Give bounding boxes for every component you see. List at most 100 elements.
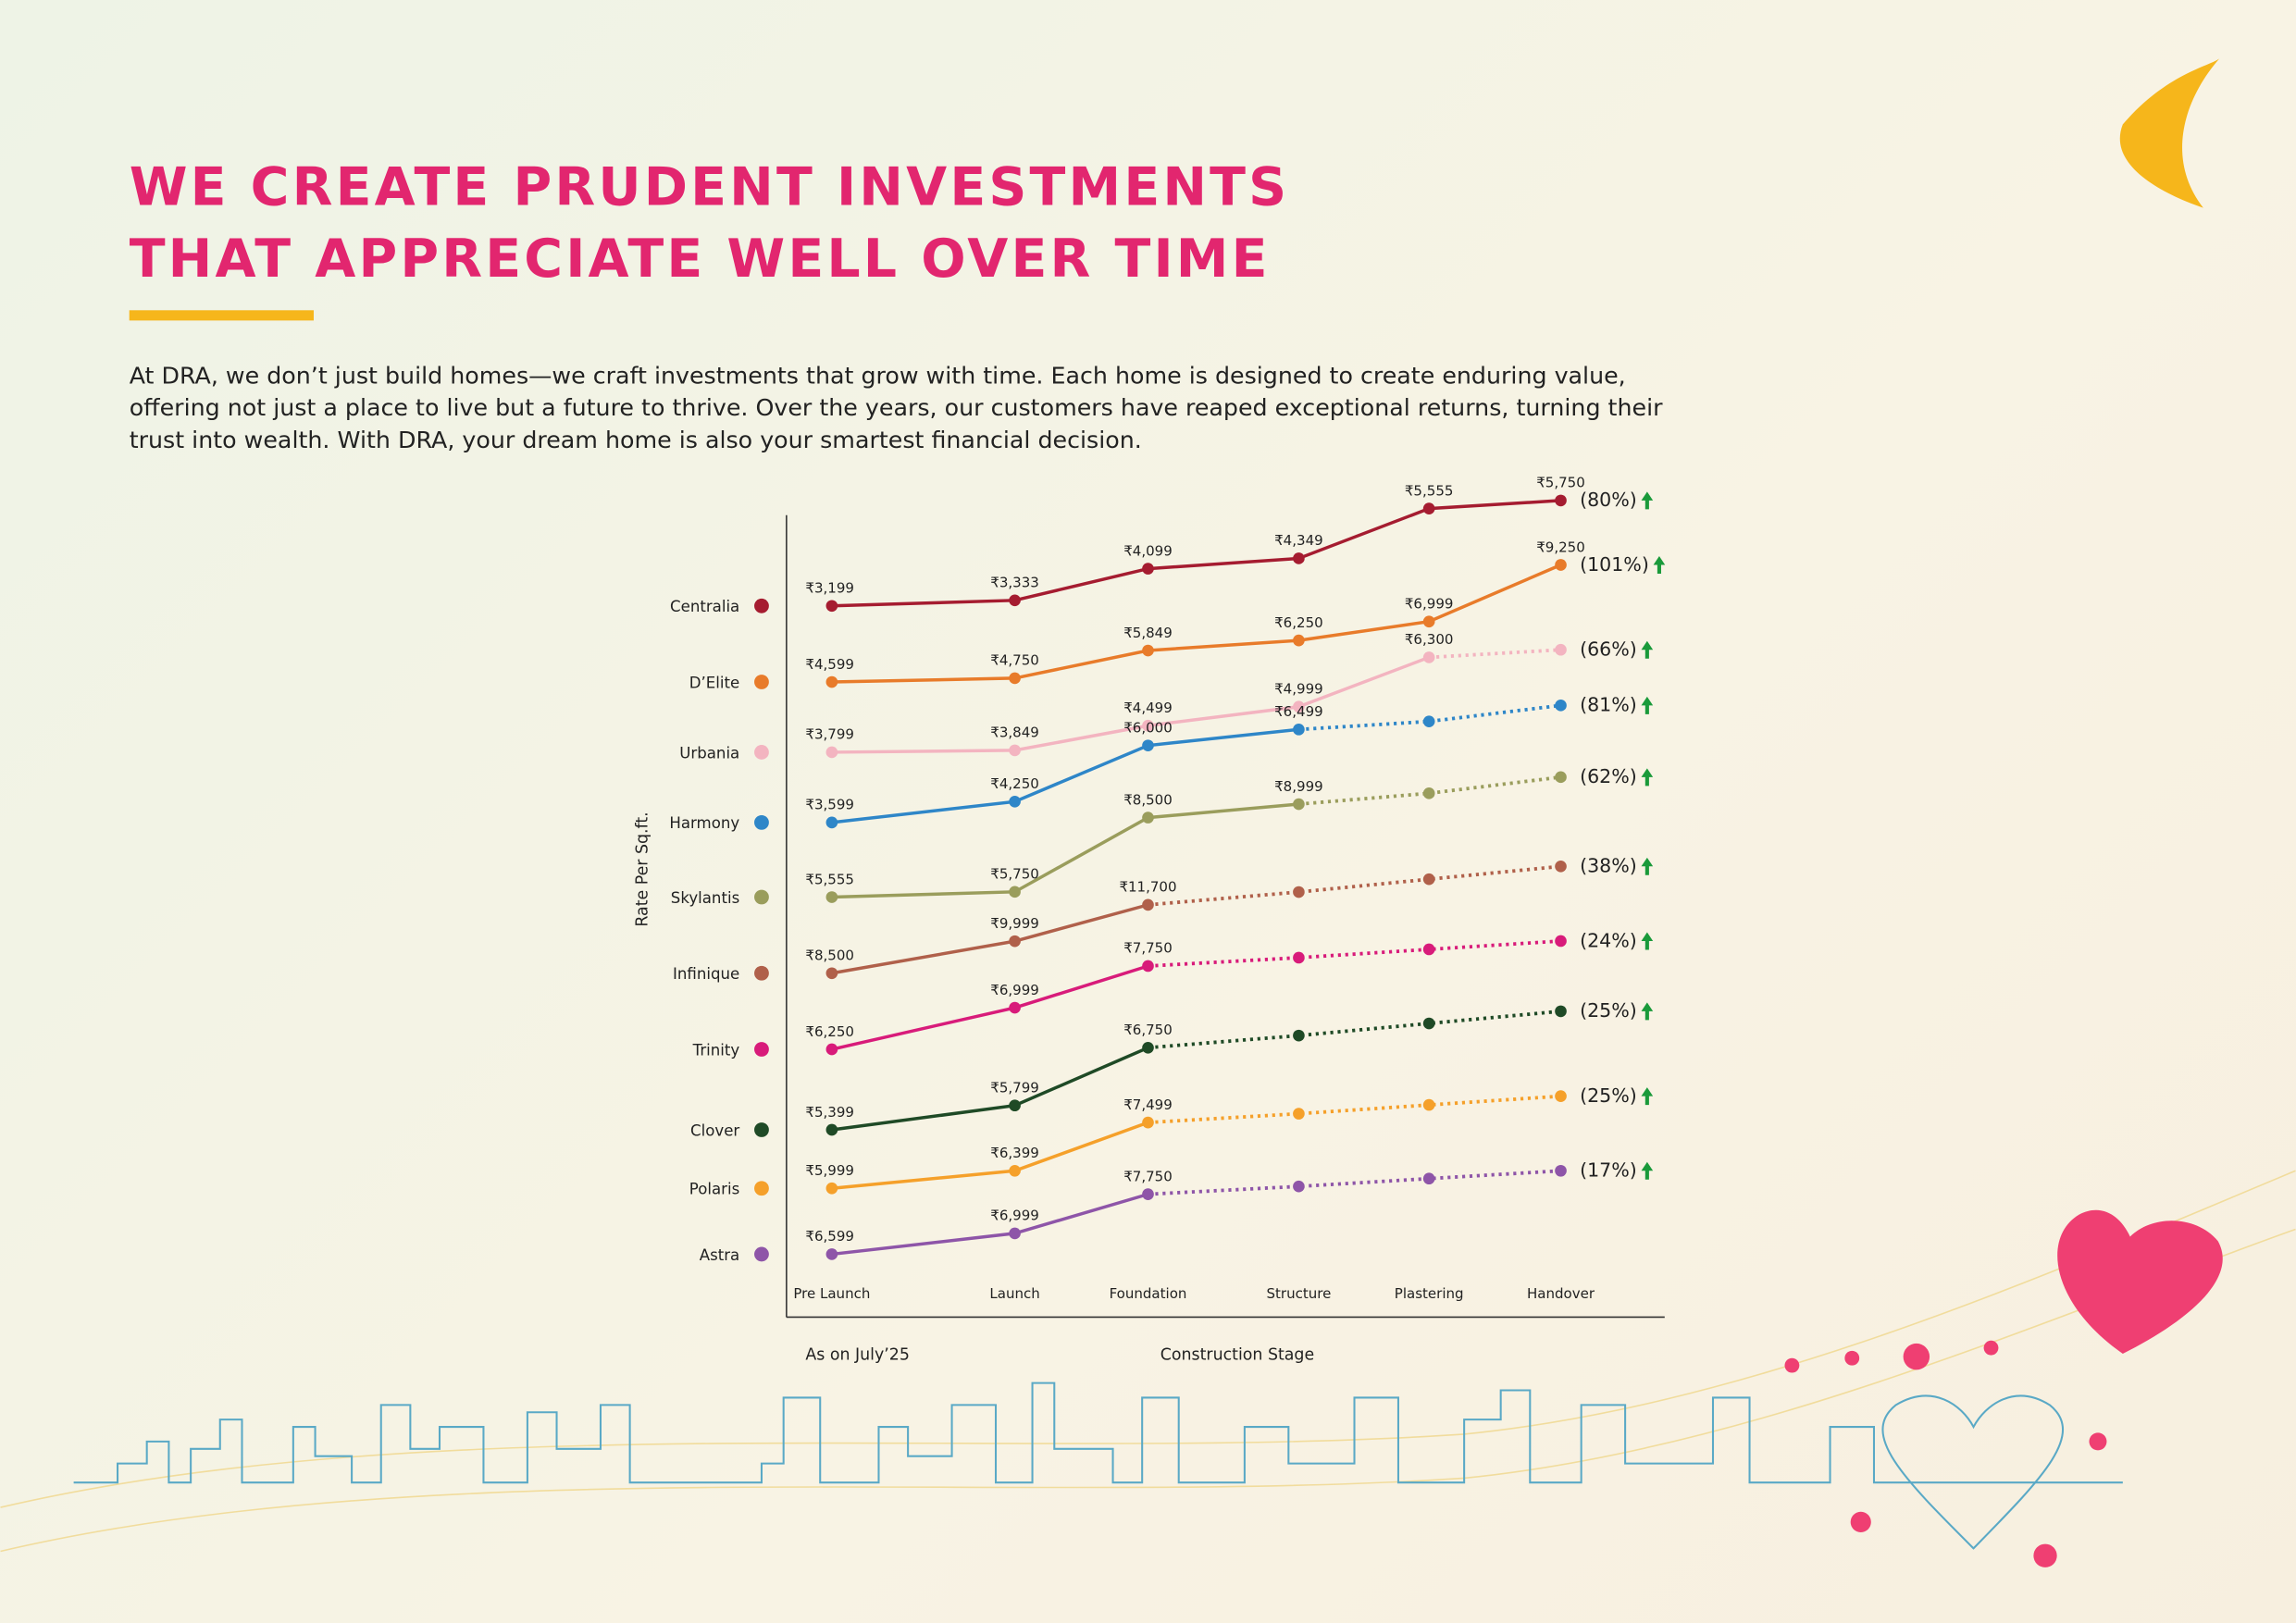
value-label: ₹4,250 bbox=[990, 775, 1039, 792]
value-label: ₹6,599 bbox=[805, 1228, 854, 1245]
point bbox=[1142, 898, 1154, 911]
point bbox=[1555, 494, 1567, 507]
point bbox=[1422, 502, 1435, 514]
value-label: ₹5,849 bbox=[1123, 625, 1173, 641]
title: THAT APPRECIATE WELL OVER TIME bbox=[130, 229, 1271, 290]
point bbox=[1009, 795, 1021, 808]
point bbox=[1293, 552, 1305, 564]
value-label: ₹9,250 bbox=[1536, 539, 1585, 555]
value-label: ₹6,250 bbox=[1274, 614, 1323, 631]
point bbox=[1555, 559, 1567, 571]
projected-line bbox=[1148, 864, 1561, 907]
legend-swatch bbox=[754, 965, 769, 981]
value-label: ₹6,300 bbox=[1405, 631, 1454, 648]
legend-label: Clover bbox=[690, 1121, 739, 1139]
intro: trust into wealth. With DRA, your dream … bbox=[130, 427, 1142, 453]
heart bbox=[1784, 1357, 1800, 1373]
point bbox=[1422, 873, 1435, 886]
point bbox=[1422, 1098, 1435, 1111]
legend-label: Infinique bbox=[673, 965, 739, 983]
title: WE CREATE PRUDENT INVESTMENTS bbox=[130, 156, 1290, 217]
line bbox=[831, 1192, 1148, 1257]
growth-arrow bbox=[1641, 1002, 1654, 1021]
legend-swatch bbox=[754, 889, 769, 905]
legend-swatch bbox=[754, 1122, 769, 1137]
value-label: ₹5,750 bbox=[990, 866, 1039, 883]
point bbox=[1142, 739, 1154, 751]
x-tick-label: Plastering bbox=[1395, 1285, 1464, 1302]
point bbox=[825, 600, 838, 613]
growth-label: (25%) bbox=[1580, 1084, 1637, 1107]
x-tick-label: Foundation bbox=[1110, 1285, 1187, 1302]
x-tick-label: Structure bbox=[1266, 1285, 1331, 1302]
legend-label: Skylantis bbox=[671, 889, 739, 907]
value-label: ₹5,399 bbox=[805, 1104, 854, 1121]
heart-outline bbox=[1881, 1394, 2065, 1550]
value-label: ₹4,999 bbox=[1274, 681, 1323, 698]
point bbox=[1009, 672, 1021, 685]
value-label: ₹6,999 bbox=[990, 982, 1039, 998]
point bbox=[825, 1182, 838, 1195]
point bbox=[1422, 943, 1435, 956]
point bbox=[1009, 1001, 1021, 1014]
point bbox=[1142, 812, 1154, 824]
value-label: ₹3,599 bbox=[805, 797, 854, 813]
line bbox=[831, 964, 1149, 1051]
point bbox=[1009, 1227, 1021, 1240]
value-label: ₹4,099 bbox=[1123, 542, 1173, 559]
point bbox=[1422, 715, 1435, 727]
growth-label: (38%) bbox=[1580, 855, 1637, 877]
value-label: ₹6,999 bbox=[1405, 596, 1454, 613]
growth-label: (24%) bbox=[1580, 929, 1637, 951]
heart bbox=[1983, 1340, 1999, 1356]
line bbox=[831, 802, 1299, 899]
value-label: ₹7,750 bbox=[1123, 940, 1173, 957]
point bbox=[1555, 643, 1567, 656]
legend-label: Centralia bbox=[670, 598, 739, 615]
title-underline bbox=[129, 310, 314, 321]
point bbox=[1555, 771, 1567, 784]
point bbox=[825, 746, 838, 759]
growth-label: (101%) bbox=[1580, 553, 1649, 576]
point bbox=[825, 1123, 838, 1136]
x-tick-label: Handover bbox=[1527, 1285, 1595, 1302]
legend-label: Trinity bbox=[692, 1041, 740, 1059]
growth-arrow bbox=[1641, 857, 1654, 875]
value-label: ₹8,500 bbox=[1123, 791, 1173, 808]
legend-swatch bbox=[754, 1181, 769, 1196]
point bbox=[1009, 935, 1021, 948]
legend-swatch bbox=[754, 675, 769, 689]
value-label: ₹3,799 bbox=[805, 726, 854, 743]
projected-line bbox=[1429, 648, 1561, 660]
point bbox=[1293, 1029, 1305, 1042]
value-label: ₹5,555 bbox=[805, 871, 854, 887]
growth-arrow bbox=[1641, 1087, 1654, 1106]
decor bbox=[0, 58, 2296, 1567]
point bbox=[1555, 860, 1567, 873]
legend-label: D’Elite bbox=[689, 674, 739, 691]
projected-line bbox=[1148, 1094, 1561, 1125]
growth-arrow bbox=[1641, 696, 1654, 714]
point bbox=[825, 967, 838, 980]
point bbox=[1555, 1005, 1567, 1018]
growth-label: (66%) bbox=[1580, 638, 1637, 661]
growth-arrow bbox=[1641, 491, 1654, 510]
heart bbox=[2089, 1432, 2107, 1451]
value-label: ₹4,499 bbox=[1123, 700, 1173, 716]
legend-swatch bbox=[754, 1246, 769, 1262]
point bbox=[1422, 1017, 1435, 1030]
point bbox=[1555, 700, 1567, 712]
point bbox=[1293, 1108, 1305, 1120]
point bbox=[1422, 651, 1435, 663]
point bbox=[1293, 798, 1305, 811]
heart bbox=[2033, 1543, 2057, 1567]
point bbox=[1555, 935, 1567, 948]
point bbox=[1422, 1172, 1435, 1185]
point bbox=[1293, 951, 1305, 964]
plot: Pre Launch Launch Foundation Structure Plast… bbox=[669, 475, 1666, 1302]
value-label: ₹5,555 bbox=[1405, 482, 1454, 499]
heart bbox=[1903, 1343, 1930, 1370]
point bbox=[1293, 1180, 1305, 1193]
value-label: ₹6,000 bbox=[1123, 719, 1173, 736]
point bbox=[1293, 634, 1305, 647]
